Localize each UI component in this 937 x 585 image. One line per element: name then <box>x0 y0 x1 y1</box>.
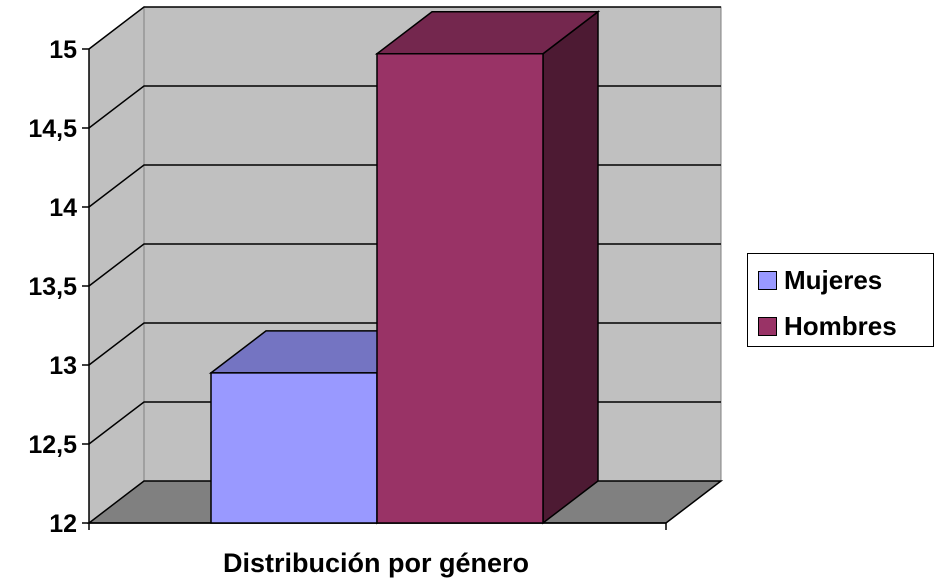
legend-label-mujeres: Mujeres <box>784 265 883 295</box>
y-tick-label: 14,5 <box>28 115 77 143</box>
bar-hombres <box>374 10 601 525</box>
y-tick-label: 12,5 <box>28 431 77 459</box>
legend-item-hombres: Hombres <box>758 311 897 341</box>
legend-item-mujeres: Mujeres <box>758 265 882 295</box>
y-tick-label: 13,5 <box>28 273 77 301</box>
legend-swatch-hombres <box>758 316 777 336</box>
y-tick-label: 13 <box>49 352 77 380</box>
x-axis-title: Distribución por género <box>223 548 529 578</box>
y-tick-labels: 12 12,5 13 13,5 14 14,5 15 <box>28 36 77 538</box>
bar-front-face <box>376 52 544 524</box>
legend-label-hombres: Hombres <box>784 311 897 341</box>
legend: Mujeres Hombres <box>747 253 934 347</box>
y-tick-label: 12 <box>49 510 77 538</box>
gridline <box>88 6 721 50</box>
y-tick-label: 15 <box>49 36 77 64</box>
bar-front-face <box>210 372 378 524</box>
y-tick-label: 14 <box>49 194 77 222</box>
legend-swatch-mujeres <box>758 270 777 290</box>
bars <box>208 10 601 525</box>
bar-side-face <box>542 10 599 525</box>
